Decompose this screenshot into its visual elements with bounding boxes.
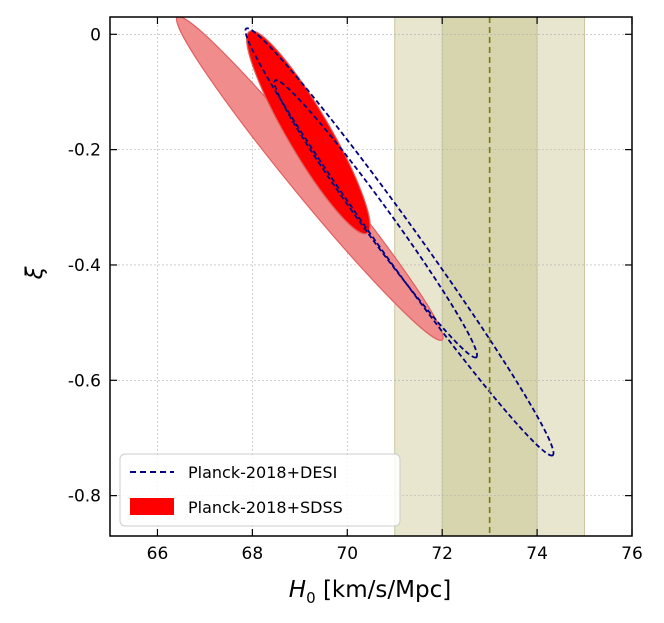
- x-tick-label-1: 68: [242, 544, 264, 564]
- y-axis-label: ξ: [22, 266, 48, 280]
- legend-box: [119, 453, 401, 527]
- plot-frame: [109, 16, 633, 537]
- contours: [175, 17, 555, 457]
- x-tick-label-5: 76: [621, 544, 643, 564]
- axis-ticks: [110, 17, 633, 536]
- y-tick-label-1: -0.2: [68, 141, 101, 161]
- y-tick-label-0: 0: [90, 25, 101, 45]
- legend-desi-label: Planck-2018+DESI: [188, 463, 337, 482]
- contour-desi-68: [273, 79, 478, 359]
- legend-sdss-label: Planck-2018+SDSS: [188, 498, 343, 517]
- contour-sdss-68: [246, 30, 371, 235]
- y-tick-labels: 0 -0.2 -0.4 -0.6 -0.8: [68, 25, 101, 506]
- x-tick-labels: 66 68 70 72 74 76: [147, 544, 643, 564]
- x-tick-label-4: 74: [526, 544, 548, 564]
- x-tick-label-0: 66: [147, 544, 169, 564]
- y-tick-label-2: -0.4: [68, 256, 101, 276]
- y-tick-label-4: -0.8: [68, 487, 101, 507]
- x-tick-label-2: 70: [336, 544, 358, 564]
- x-tick-label-3: 72: [431, 544, 453, 564]
- legend-sdss-swatch: [130, 498, 174, 515]
- contour-desi-95: [244, 27, 555, 457]
- y-tick-label-3: -0.6: [68, 371, 101, 391]
- x-axis-label: H0 [km/s/Mpc]: [289, 577, 451, 607]
- legend: Planck-2018+DESI Planck-2018+SDSS: [119, 453, 401, 527]
